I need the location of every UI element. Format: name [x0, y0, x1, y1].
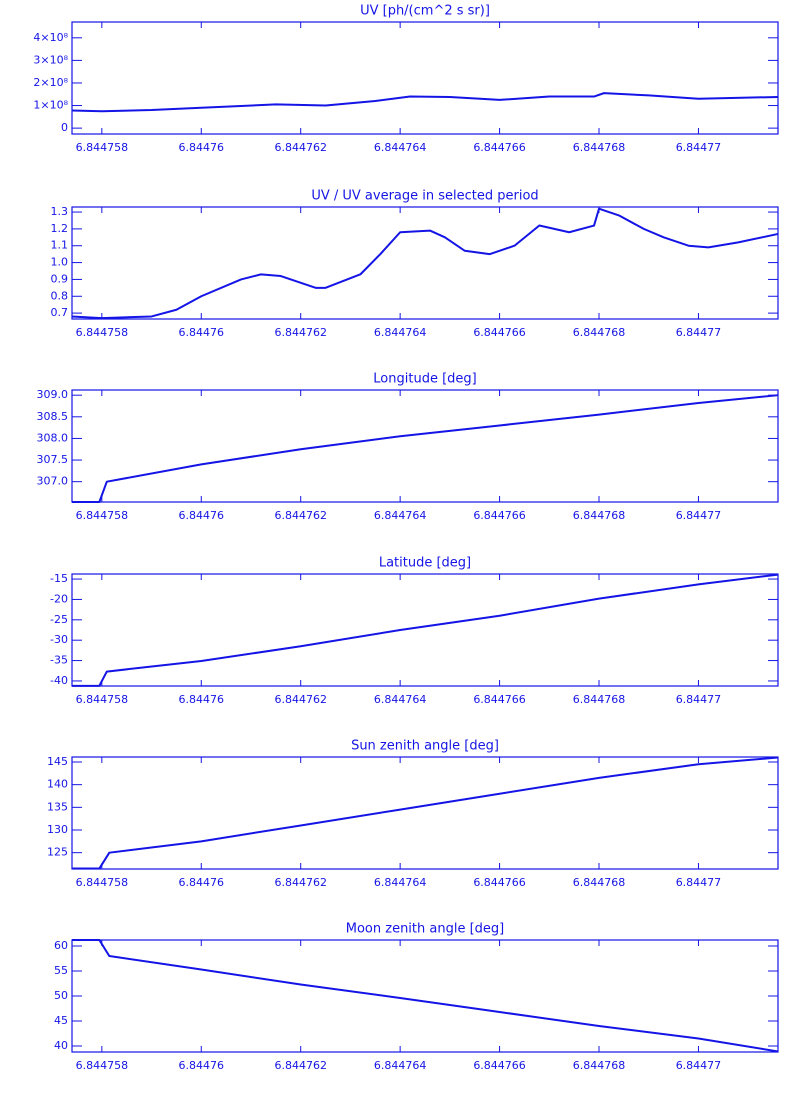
x-tick-label: 6.84477: [676, 693, 722, 706]
x-tick-label: 6.844762: [274, 876, 327, 889]
y-tick-label: 307.0: [37, 475, 69, 488]
plot-frame: [71, 573, 779, 687]
y-tick-label: 0.9: [51, 272, 69, 285]
x-tick-label: 6.84477: [676, 326, 722, 339]
data-line: [72, 394, 779, 503]
x-tick-label: 6.844762: [274, 326, 327, 339]
y-tick-label: 0: [61, 121, 68, 134]
x-tick-label: 6.84476: [179, 1059, 225, 1072]
x-tick-label: 6.844764: [374, 141, 427, 154]
x-tick-label: 6.844764: [374, 876, 427, 889]
y-tick-label: 125: [47, 846, 68, 859]
y-tick-label: -20: [50, 592, 68, 605]
x-tick-label: 6.844762: [274, 693, 327, 706]
x-tick-label: 6.844766: [473, 509, 526, 522]
x-tick-label: 6.844758: [76, 693, 129, 706]
y-tick-label: 145: [47, 755, 68, 768]
y-tick-label: -40: [50, 674, 68, 687]
x-tick-label: 6.84477: [676, 141, 722, 154]
x-tick-label: 6.84476: [179, 141, 225, 154]
data-line: [72, 939, 779, 1053]
y-tick-label: -15: [50, 572, 68, 585]
x-tick-label: 6.84476: [179, 326, 225, 339]
x-tick-label: 6.844764: [374, 1059, 427, 1072]
x-tick-label: 6.844758: [76, 326, 129, 339]
y-tick-label: 1.2: [51, 222, 69, 235]
x-tick-label: 6.844768: [573, 326, 626, 339]
x-tick-label: 6.844768: [573, 1059, 626, 1072]
y-tick-label: 50: [54, 989, 68, 1002]
x-tick-label: 6.844764: [374, 509, 427, 522]
x-tick-label: 6.84477: [676, 1059, 722, 1072]
y-tick-label: -35: [50, 654, 68, 667]
x-tick-label: 6.84477: [676, 509, 722, 522]
x-tick-label: 6.844766: [473, 876, 526, 889]
chart-title: Longitude [deg]: [373, 372, 476, 387]
y-tick-label: 4×10⁸: [33, 31, 68, 44]
data-line: [71, 207, 779, 320]
x-tick-label: 6.844758: [76, 141, 129, 154]
y-tick-label: -25: [50, 613, 68, 626]
x-tick-label: 6.844766: [473, 693, 526, 706]
x-tick-label: 6.844764: [374, 326, 427, 339]
y-tick-label: 130: [47, 823, 68, 836]
chart-title: Sun zenith angle [deg]: [351, 739, 499, 754]
y-tick-label: 309.0: [37, 388, 69, 401]
y-tick-label: 308.0: [37, 431, 69, 444]
chart-title: Latitude [deg]: [379, 556, 471, 571]
y-tick-label: 1.3: [51, 205, 69, 218]
y-tick-label: 1.0: [51, 256, 69, 269]
x-tick-label: 6.84476: [179, 509, 225, 522]
plot-frame: [71, 756, 779, 870]
x-tick-label: 6.84476: [179, 876, 225, 889]
x-tick-label: 6.844766: [473, 326, 526, 339]
x-tick-label: 6.84476: [179, 693, 225, 706]
x-tick-label: 6.844762: [274, 141, 327, 154]
plot-frame: [71, 21, 779, 135]
data-line: [72, 573, 779, 687]
x-tick-label: 6.844766: [473, 141, 526, 154]
data-line: [72, 756, 779, 870]
y-tick-label: 55: [54, 964, 68, 977]
x-tick-label: 6.844768: [573, 141, 626, 154]
y-tick-label: 40: [54, 1039, 68, 1052]
data-line: [71, 92, 779, 113]
chart-title: UV / UV average in selected period: [311, 189, 538, 204]
x-tick-label: 6.84477: [676, 876, 722, 889]
x-tick-label: 6.844764: [374, 693, 427, 706]
x-tick-label: 6.844768: [573, 693, 626, 706]
x-tick-label: 6.844758: [76, 509, 129, 522]
y-tick-label: 1.1: [51, 239, 69, 252]
x-tick-label: 6.844768: [573, 509, 626, 522]
chart-title: Moon zenith angle [deg]: [346, 922, 504, 937]
y-tick-label: 3×10⁸: [33, 53, 68, 66]
x-tick-label: 6.844762: [274, 509, 327, 522]
y-tick-label: 60: [54, 939, 68, 952]
y-tick-label: 308.5: [37, 410, 69, 423]
x-tick-label: 6.844762: [274, 1059, 327, 1072]
y-tick-label: 135: [47, 800, 68, 813]
plot-frame: [71, 389, 779, 503]
chart-title: UV [ph/(cm^2 s sr)]: [360, 4, 490, 19]
x-tick-label: 6.844758: [76, 1059, 129, 1072]
y-tick-label: 0.8: [51, 289, 69, 302]
y-tick-label: 140: [47, 778, 68, 791]
x-tick-label: 6.844758: [76, 876, 129, 889]
x-tick-label: 6.844768: [573, 876, 626, 889]
y-tick-label: -30: [50, 633, 68, 646]
y-tick-label: 45: [54, 1014, 68, 1027]
x-tick-label: 6.844766: [473, 1059, 526, 1072]
y-tick-label: 1×10⁸: [33, 99, 68, 112]
y-tick-label: 2×10⁸: [33, 76, 68, 89]
y-tick-label: 307.5: [37, 453, 69, 466]
y-tick-label: 0.7: [51, 306, 69, 319]
